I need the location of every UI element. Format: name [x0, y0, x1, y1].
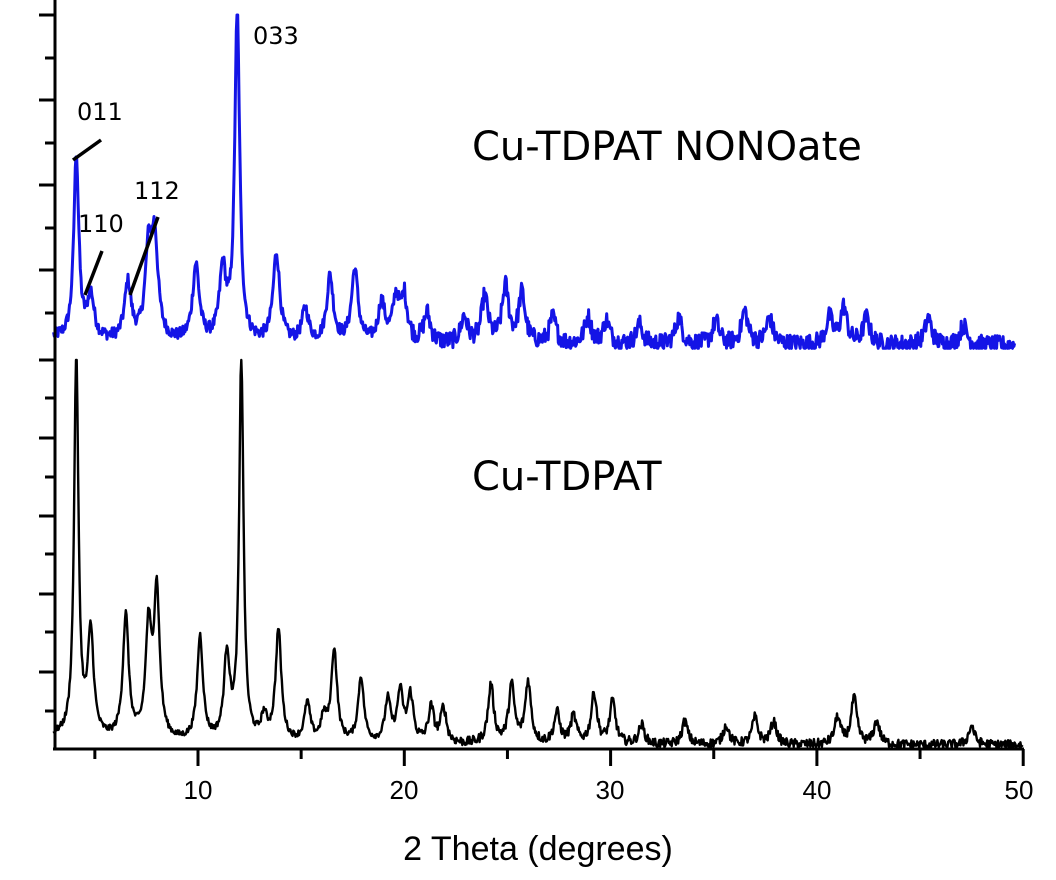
hkl-label-011: 011 — [77, 98, 123, 126]
x-tick-label-10: 10 — [184, 775, 213, 805]
hkl-leader-011 — [71, 138, 103, 162]
x-tick-label-20: 20 — [390, 775, 419, 805]
hkl-label-033: 033 — [253, 22, 299, 50]
x-axis-title: 2 Theta (degrees) — [403, 830, 673, 868]
plot-traces — [52, 13, 1024, 751]
x-ticks — [93, 749, 1025, 766]
x-tick-label-40: 40 — [803, 775, 832, 805]
trace-cu-tdpat-nonoate — [52, 13, 1017, 350]
y-ticks — [39, 13, 55, 713]
hkl-label-110: 110 — [78, 210, 124, 238]
hkl-leader-112 — [128, 216, 160, 296]
x-tick-label-30: 30 — [596, 775, 625, 805]
hkl-leader-110 — [83, 250, 104, 296]
x-axis: 10 20 30 40 50 2 Theta (degrees) — [53, 747, 1034, 868]
hkl-annotations: 011 110 112 033 — [71, 22, 299, 296]
series-label-nonoate: Cu-TDPAT NONOate — [472, 124, 862, 170]
y-axis — [39, 0, 57, 750]
trace-cu-tdpat — [52, 358, 1024, 751]
series-label-cu-tdpat: Cu-TDPAT — [472, 454, 662, 500]
x-tick-label-50: 50 — [1005, 775, 1034, 805]
hkl-label-112: 112 — [134, 177, 180, 205]
